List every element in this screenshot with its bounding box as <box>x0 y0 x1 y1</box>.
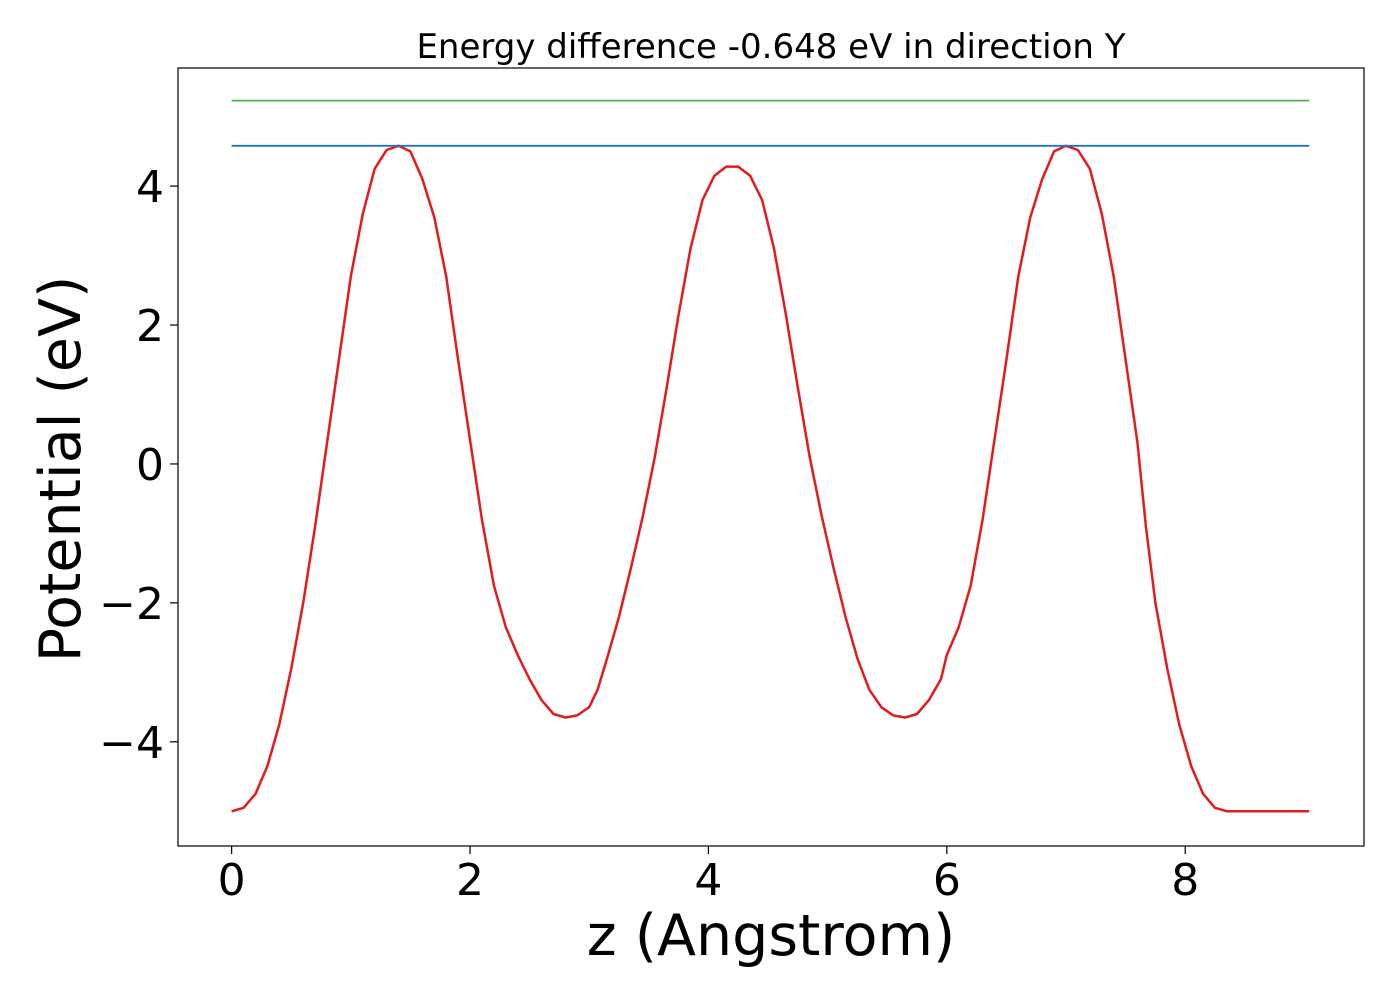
y-tick-label: −4 <box>99 718 164 769</box>
series-layer <box>231 99 1310 813</box>
x-tick-label: 4 <box>694 855 722 906</box>
y-tick-label: −2 <box>99 579 164 630</box>
y-axis: −4 −2 0 2 4 <box>99 162 178 769</box>
x-tick-label: 2 <box>456 855 484 906</box>
y-axis-title: Potential (eV) <box>28 276 94 662</box>
x-axis-title: z (Angstrom) <box>587 903 955 969</box>
y-tick-label: 2 <box>136 301 164 352</box>
series-line-0 <box>231 144 1310 813</box>
y-tick-label: 4 <box>136 162 164 213</box>
x-axis: 0 2 4 6 8 <box>218 846 1199 906</box>
x-tick-label: 0 <box>218 855 246 906</box>
y-tick-label: 0 <box>136 440 164 491</box>
x-tick-label: 8 <box>1171 855 1199 906</box>
x-tick-label: 6 <box>933 855 961 906</box>
chart-title: Energy difference -0.648 eV in direction… <box>416 27 1125 67</box>
plot-frame <box>177 67 1365 847</box>
